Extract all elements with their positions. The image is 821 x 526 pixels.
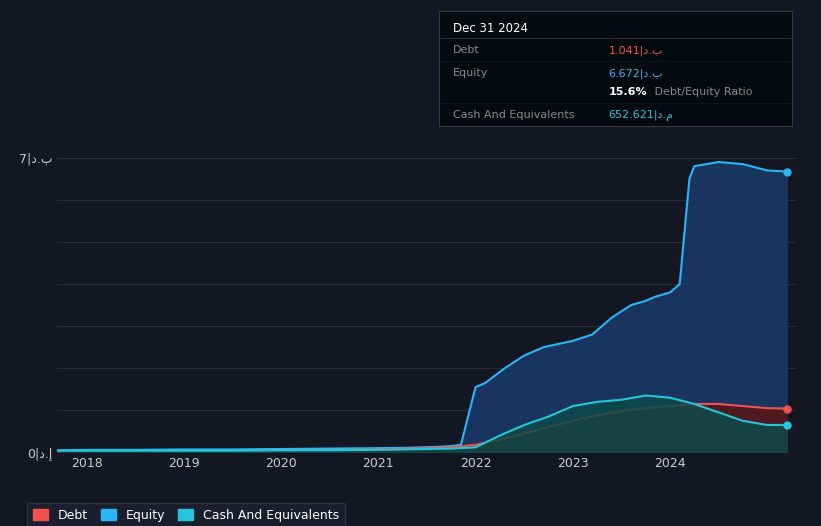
Text: Cash And Equivalents: Cash And Equivalents — [453, 110, 575, 120]
Text: 1.041|د.ب: 1.041|د.ب — [608, 45, 663, 56]
Text: Debt/Equity Ratio: Debt/Equity Ratio — [651, 87, 753, 97]
Text: 15.6%: 15.6% — [608, 87, 647, 97]
Text: 6.672|د.ب: 6.672|د.ب — [608, 68, 663, 79]
Text: Debt: Debt — [453, 45, 480, 55]
Text: Equity: Equity — [453, 68, 488, 78]
Text: 652.621|د.م: 652.621|د.م — [608, 110, 673, 121]
Legend: Debt, Equity, Cash And Equivalents: Debt, Equity, Cash And Equivalents — [27, 503, 345, 526]
Text: Dec 31 2024: Dec 31 2024 — [453, 22, 529, 35]
